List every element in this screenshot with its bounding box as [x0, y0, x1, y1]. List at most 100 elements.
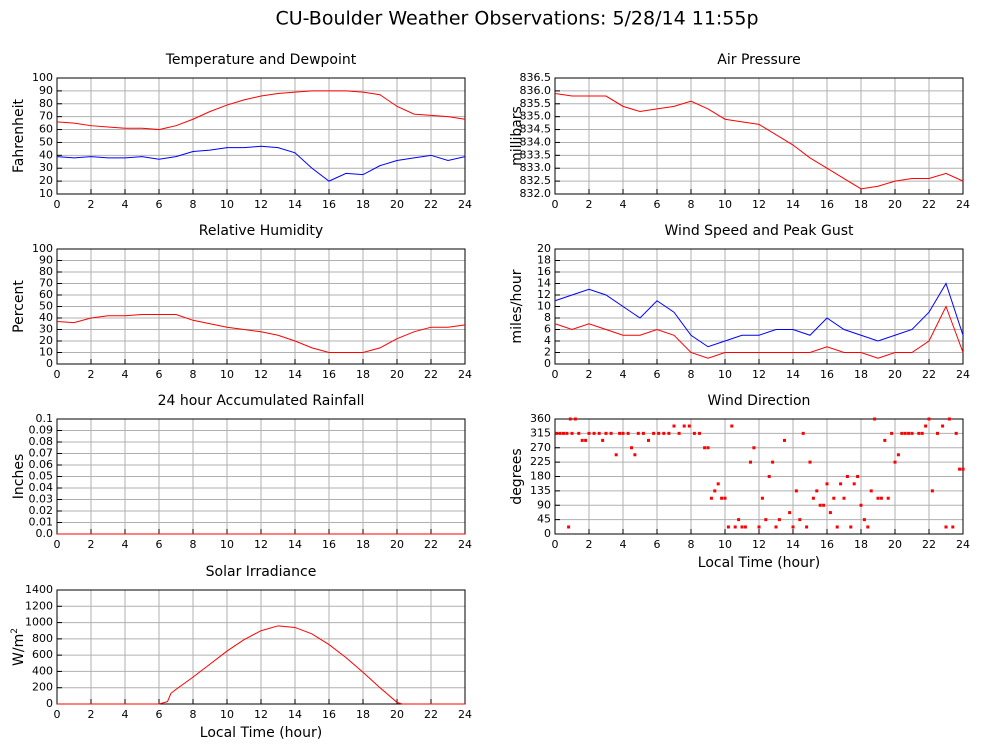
x-tick-label: 12: [254, 198, 268, 211]
data-line: [56, 145, 466, 182]
y-tick-label: 834.0: [520, 135, 552, 148]
y-tick-label: 135: [530, 484, 551, 497]
data-point: [614, 453, 618, 457]
y-axis-label-text: Percent: [11, 280, 27, 333]
data-point: [555, 431, 559, 435]
x-tick-label: 16: [820, 368, 834, 381]
data-point: [794, 489, 798, 493]
data-point: [825, 482, 829, 486]
y-tick-label: 40: [39, 311, 53, 324]
x-tick-label: 6: [156, 538, 163, 551]
x-tick-label: 0: [54, 368, 61, 381]
data-point: [764, 518, 768, 522]
data-point: [951, 525, 955, 529]
x-tick-label: 0: [552, 538, 559, 551]
data-line: [554, 305, 964, 359]
y-tick-label: 834.5: [520, 123, 552, 136]
x-tick-label: 6: [156, 708, 163, 721]
data-point: [958, 467, 962, 471]
x-tick-label: 10: [718, 198, 732, 211]
x-tick-label: 24: [956, 368, 970, 381]
x-tick-label: 14: [288, 708, 302, 721]
plot-frame: [554, 248, 964, 365]
data-point: [580, 438, 584, 442]
x-tick-label: 24: [956, 538, 970, 551]
data-point: [570, 431, 574, 435]
x-tick-label: 8: [688, 538, 695, 551]
y-tick-label: 832.0: [520, 187, 552, 200]
y-tick-label: 90: [537, 498, 551, 511]
data-point: [565, 431, 569, 435]
data-point: [927, 417, 931, 421]
data-point: [657, 431, 661, 435]
data-point: [601, 438, 605, 442]
y-tick-label: 0.01: [29, 516, 54, 529]
data-point: [733, 525, 737, 529]
y-tick-label: 832.5: [520, 174, 552, 187]
data-point: [558, 431, 562, 435]
y-axis-label-superscript: 2: [10, 628, 20, 634]
x-tick-label: 4: [122, 198, 129, 211]
x-tick-label: 8: [190, 708, 197, 721]
data-point: [703, 446, 707, 450]
data-point: [917, 431, 921, 435]
data-point: [822, 503, 826, 507]
data-point: [832, 496, 836, 500]
x-tick-label: 20: [390, 198, 404, 211]
x-tick-label: 4: [620, 198, 627, 211]
x-tick-label: 22: [424, 368, 438, 381]
x-tick-label: 22: [922, 538, 936, 551]
data-point: [808, 460, 812, 464]
y-tick-label: 270: [530, 441, 551, 454]
x-tick-label: 20: [390, 538, 404, 551]
y-tick-label: 180: [530, 470, 551, 483]
x-tick-label: 22: [424, 538, 438, 551]
data-point: [604, 431, 608, 435]
y-axis-label: Inches: [11, 454, 27, 499]
y-tick-label: 0: [46, 357, 53, 370]
y-tick-label: 0.04: [29, 481, 54, 494]
data-line: [554, 92, 964, 190]
data-point: [737, 518, 741, 522]
y-tick-label: 30: [39, 323, 53, 336]
data-point: [621, 431, 625, 435]
x-tick-label: 8: [688, 198, 695, 211]
chart-title: Solar Irradiance: [206, 564, 317, 580]
data-point: [852, 482, 856, 486]
data-point: [652, 431, 656, 435]
y-tick-label: 0.02: [29, 504, 54, 517]
y-tick-label: 360: [530, 412, 551, 425]
data-point: [777, 518, 781, 522]
data-point: [896, 453, 900, 457]
x-tick-label: 10: [220, 198, 234, 211]
data-point: [723, 496, 727, 500]
y-tick-label: 400: [32, 664, 53, 677]
x-tick-label: 10: [220, 538, 234, 551]
y-tick-label: 18: [537, 254, 551, 267]
x-tick-label: 16: [820, 538, 834, 551]
data-point: [567, 525, 571, 529]
y-tick-label: 8: [544, 311, 551, 324]
x-tick-label: 14: [786, 538, 800, 551]
x-tick-label: 6: [156, 198, 163, 211]
data-point: [592, 431, 596, 435]
y-tick-label: 20: [39, 334, 53, 347]
data-point: [873, 417, 877, 421]
x-tick-label: 18: [356, 368, 370, 381]
y-tick-label: 835.5: [520, 97, 552, 110]
x-tick-label: 12: [254, 708, 268, 721]
data-point: [584, 438, 588, 442]
y-tick-label: 50: [39, 135, 53, 148]
y-tick-label: 14: [537, 277, 551, 290]
data-point: [767, 475, 771, 478]
data-point: [886, 496, 890, 500]
plot-frame: [56, 589, 466, 705]
y-tick-label: 10: [39, 346, 53, 359]
y-tick-label: 50: [39, 300, 53, 313]
x-tick-label: 0: [552, 368, 559, 381]
data-point: [947, 417, 951, 421]
data-point: [587, 431, 591, 435]
data-line: [56, 314, 466, 353]
x-tick-label: 8: [190, 198, 197, 211]
chart-title: Wind Direction: [708, 393, 811, 409]
